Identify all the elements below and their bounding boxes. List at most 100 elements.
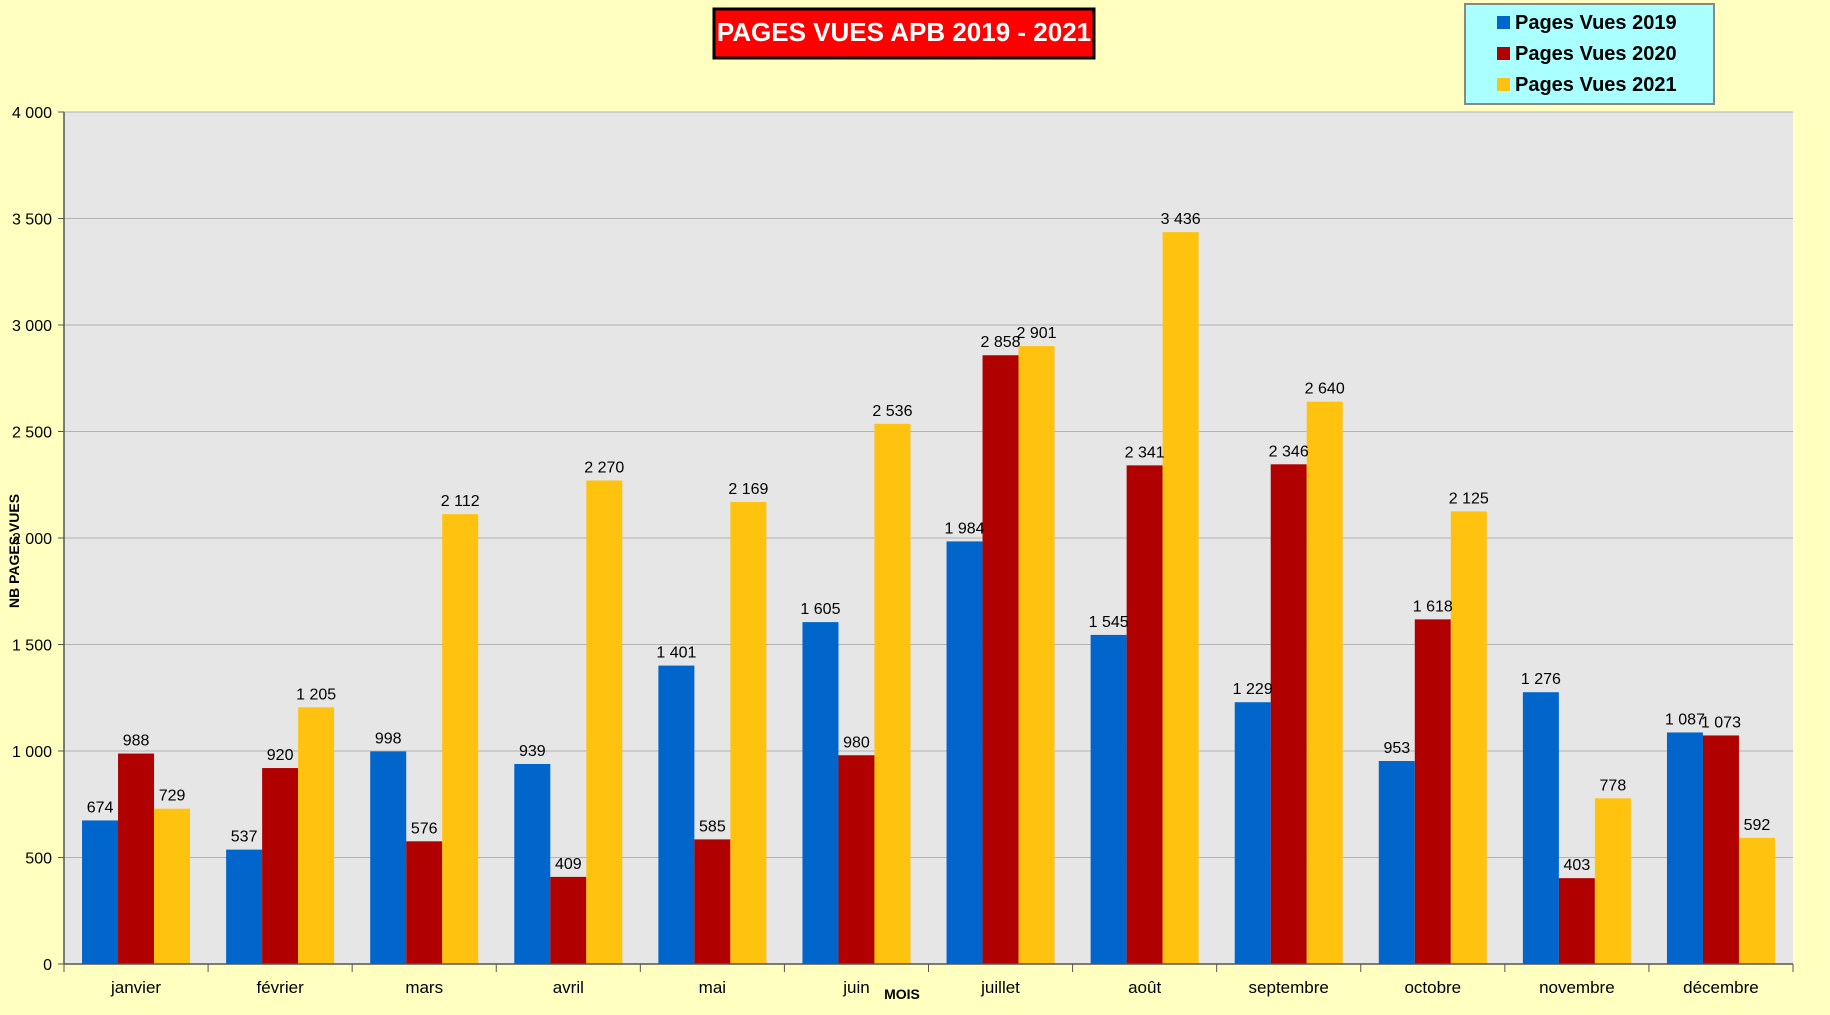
bar: [1666, 732, 1703, 964]
bar: [1558, 878, 1595, 964]
data-labels: 674 988 729 537 920 1 205 998 576 2 112 939 409 2 2…: [87, 211, 1771, 874]
bar: [550, 876, 587, 964]
x-tick-label: février: [257, 978, 305, 997]
bar: [1270, 464, 1307, 964]
y-tick-label: 500: [25, 851, 52, 868]
data-label: 2 341: [1125, 444, 1165, 461]
bar: [442, 514, 479, 964]
bar: [1378, 761, 1415, 964]
bar: [1702, 735, 1739, 964]
bar: [874, 423, 911, 964]
x-tick-label: juin: [842, 978, 869, 997]
x-tick-label: novembre: [1539, 978, 1615, 997]
bar: [82, 820, 119, 964]
y-tick-label: 3 500: [12, 212, 52, 229]
data-label: 1 618: [1413, 598, 1453, 615]
data-label: 939: [519, 743, 546, 760]
data-label: 2 346: [1269, 443, 1309, 460]
bar: [226, 849, 263, 964]
bar: [1306, 401, 1343, 964]
x-tick-label: mars: [405, 978, 443, 997]
bar: [1594, 798, 1631, 964]
bar: [1738, 837, 1775, 964]
x-tick-label: octobre: [1404, 978, 1461, 997]
bar: [694, 839, 731, 964]
x-tick-label: septembre: [1249, 978, 1329, 997]
data-label: 592: [1744, 817, 1771, 834]
data-label: 980: [843, 734, 870, 751]
data-label: 1 073: [1701, 714, 1741, 731]
bar: [370, 751, 407, 964]
data-label: 576: [411, 820, 438, 837]
bar: [838, 755, 875, 964]
data-label: 403: [1564, 857, 1591, 874]
data-label: 2 169: [728, 481, 768, 498]
data-label: 920: [267, 747, 294, 764]
x-tick-label: décembre: [1683, 978, 1759, 997]
x-tick-label: juillet: [980, 978, 1020, 997]
data-label: 1 229: [1233, 681, 1273, 698]
bar: [262, 768, 299, 964]
x-tick-label: avril: [553, 978, 584, 997]
data-label: 2 858: [981, 334, 1021, 351]
bar: [730, 502, 767, 964]
y-tick-label: 0: [43, 957, 52, 974]
legend-swatch: [1497, 16, 1510, 29]
chart-title-background: [712, 7, 1096, 60]
chart-title-box: PAGES VUES APB 2019 - 2021: [712, 7, 1096, 60]
data-label: 729: [159, 788, 186, 805]
data-label: 3 436: [1161, 211, 1201, 228]
bar: [1450, 511, 1487, 964]
data-label: 998: [375, 730, 402, 747]
bar: [1126, 465, 1163, 964]
data-label: 537: [231, 829, 258, 846]
data-label: 2 112: [441, 493, 480, 510]
bar: [1234, 702, 1271, 964]
bar: [1018, 346, 1055, 964]
gridlines: [64, 111, 1793, 858]
data-label: 1 087: [1665, 711, 1705, 728]
data-label: 2 125: [1449, 490, 1489, 507]
bar: [658, 665, 695, 964]
data-label: 585: [699, 818, 726, 835]
data-label: 1 276: [1521, 671, 1561, 688]
data-label: 1 605: [800, 601, 840, 618]
bar: [1162, 232, 1199, 964]
legend-swatch: [1497, 47, 1510, 60]
data-label: 778: [1600, 777, 1627, 794]
bar: [586, 480, 623, 964]
bar: [118, 753, 155, 964]
legend-label: Pages Vues 2020: [1515, 43, 1677, 65]
y-tick-label: 1 500: [12, 638, 52, 655]
bar: [406, 841, 443, 964]
legend-label: Pages Vues 2021: [1515, 74, 1677, 96]
bar: [154, 808, 191, 964]
data-label: 1 984: [945, 520, 985, 537]
data-label: 1 205: [296, 686, 336, 703]
y-tick-label: 3 000: [12, 318, 52, 335]
bar: [946, 541, 983, 964]
data-label: 409: [555, 856, 582, 873]
x-tick-label: mai: [699, 978, 726, 997]
legend: Pages Vues 2019 Pages Vues 2020 Pages Vues…: [1464, 3, 1715, 105]
y-tick-label: 2 500: [12, 425, 52, 442]
bar: [514, 763, 551, 964]
data-label: 2 640: [1305, 381, 1345, 398]
x-tick-label: août: [1128, 978, 1161, 997]
bar: [802, 622, 839, 964]
x-tick-label: janvier: [110, 978, 161, 997]
chart-title: PAGES VUES APB 2019 - 2021: [717, 17, 1091, 47]
data-label: 1 401: [656, 645, 696, 662]
data-label: 2 536: [872, 403, 912, 420]
y-tick-label: 4 000: [12, 105, 52, 122]
legend-label: Pages Vues 2019: [1515, 12, 1677, 34]
data-label: 1 545: [1089, 614, 1129, 631]
y-axis-ticks: 0 500 1 000 1 500 2 000 2 500 3 000 3 500 4 000: [12, 105, 64, 974]
y-tick-label: 2 000: [12, 531, 52, 548]
bar: [982, 355, 1019, 965]
x-axis-title: MOIS: [884, 986, 920, 1002]
data-label: 988: [123, 733, 150, 750]
legend-swatch: [1497, 78, 1510, 91]
data-label: 2 901: [1017, 325, 1057, 342]
